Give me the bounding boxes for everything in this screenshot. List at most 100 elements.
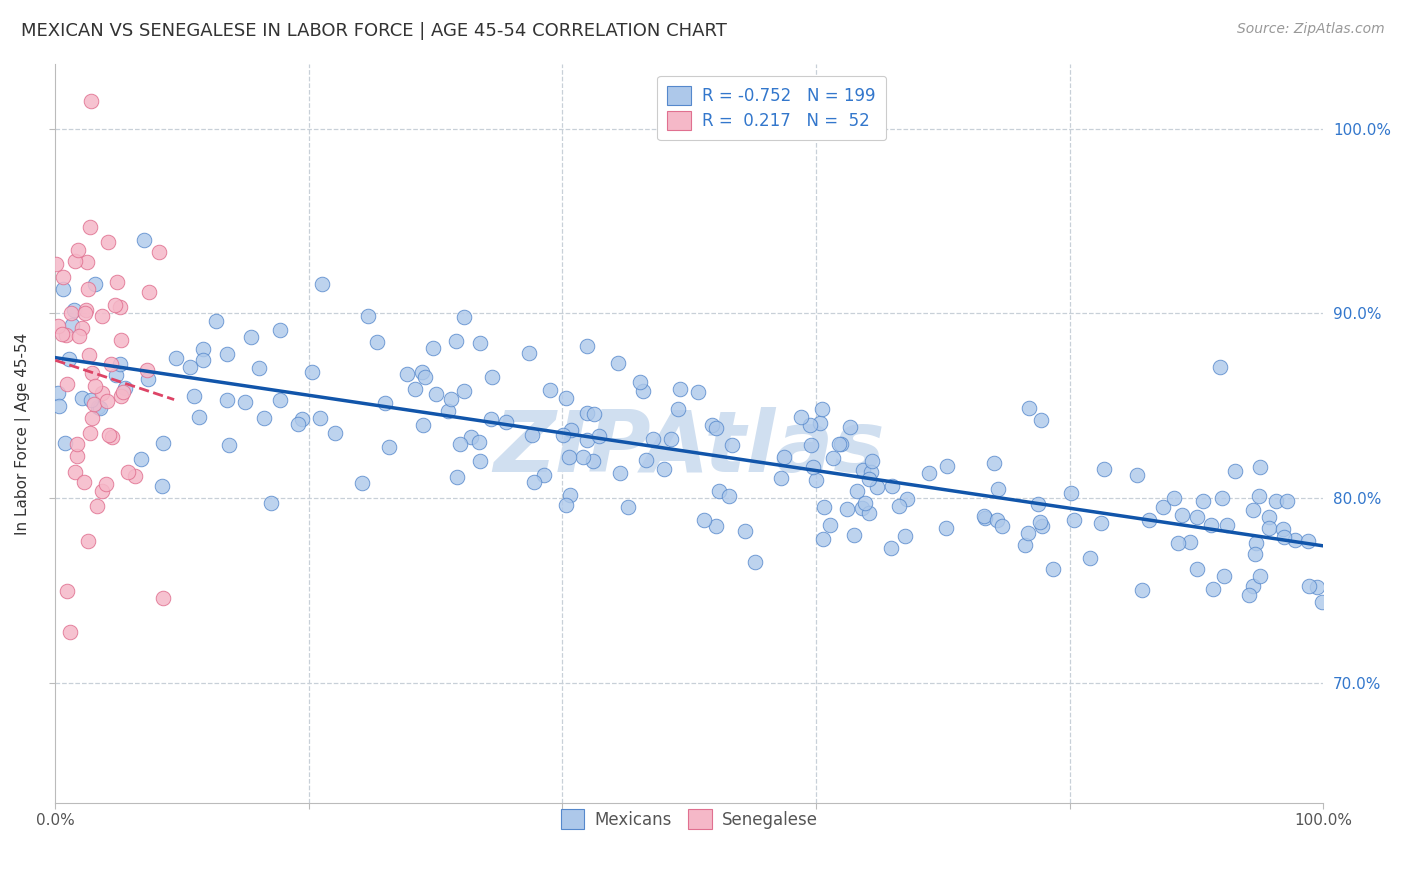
Point [165, 351, 187, 365]
Point [607, 356, 630, 370]
Point [851, 501, 873, 516]
Point [90, 484, 112, 499]
Point [66, 450, 89, 464]
Point [138, 372, 160, 386]
Text: ZIPAtlas: ZIPAtlas [494, 407, 886, 490]
Point [894, 529, 917, 543]
Point [108, 357, 131, 371]
Point [239, 330, 262, 344]
Point [80, 94, 103, 108]
Point [48, 399, 70, 413]
Point [124, 469, 146, 483]
Point [1211, 491, 1233, 505]
Point [97, 235, 120, 249]
Point [138, 285, 160, 299]
Point [554, 392, 576, 406]
Point [468, 336, 491, 351]
Point [1125, 467, 1147, 482]
Point [855, 496, 877, 510]
Point [110, 333, 132, 347]
Point [1225, 464, 1247, 478]
Point [533, 467, 555, 482]
Point [553, 427, 575, 442]
Point [63, 254, 86, 268]
Point [880, 541, 903, 555]
Point [1130, 583, 1153, 598]
Point [973, 509, 995, 524]
Point [1137, 513, 1160, 527]
Point [136, 363, 159, 377]
Point [468, 454, 491, 468]
Point [1241, 579, 1264, 593]
Point [378, 440, 401, 454]
Point [440, 392, 463, 406]
Point [453, 310, 475, 324]
Point [308, 410, 330, 425]
Point [152, 591, 174, 605]
Point [558, 450, 581, 465]
Point [56, 584, 79, 599]
Point [517, 345, 540, 359]
Point [86, 499, 108, 513]
Point [669, 383, 692, 397]
Point [366, 334, 388, 349]
Point [721, 438, 744, 452]
Point [634, 453, 657, 467]
Point [744, 555, 766, 569]
Point [1185, 510, 1208, 524]
Point [1031, 412, 1053, 426]
Point [80, 392, 103, 407]
Point [129, 451, 152, 466]
Point [63, 465, 86, 479]
Point [301, 365, 323, 379]
Point [575, 406, 598, 420]
Point [686, 385, 709, 400]
Point [523, 475, 546, 489]
Point [896, 492, 918, 507]
Point [481, 370, 503, 384]
Point [560, 423, 582, 437]
Point [59, 624, 82, 639]
Point [1264, 494, 1286, 508]
Point [58, 352, 80, 367]
Point [859, 465, 882, 479]
Point [412, 417, 434, 432]
Point [700, 418, 723, 433]
Point [1199, 518, 1222, 533]
Point [148, 244, 170, 259]
Point [1078, 551, 1101, 566]
Point [218, 438, 240, 452]
Point [1241, 503, 1264, 517]
Point [1239, 588, 1261, 602]
Point [357, 309, 380, 323]
Legend: Mexicans, Senegalese: Mexicans, Senegalese [554, 803, 824, 835]
Point [804, 473, 827, 487]
Point [1192, 494, 1215, 508]
Point [887, 500, 910, 514]
Point [858, 472, 880, 486]
Point [842, 528, 865, 542]
Point [374, 396, 396, 410]
Point [460, 430, 482, 444]
Point [56, 377, 79, 392]
Point [1312, 595, 1334, 609]
Point [83, 277, 105, 292]
Point [67, 328, 90, 343]
Point [845, 483, 868, 498]
Point [616, 500, 638, 514]
Point [77, 282, 100, 296]
Point [97, 428, 120, 442]
Point [55, 436, 77, 450]
Point [1249, 568, 1271, 582]
Point [987, 482, 1010, 496]
Point [350, 476, 373, 491]
Point [652, 462, 675, 476]
Point [425, 387, 447, 401]
Point [183, 389, 205, 403]
Point [1243, 547, 1265, 561]
Point [46, 385, 69, 400]
Point [291, 412, 314, 426]
Point [101, 429, 124, 443]
Point [717, 489, 740, 503]
Point [828, 437, 851, 451]
